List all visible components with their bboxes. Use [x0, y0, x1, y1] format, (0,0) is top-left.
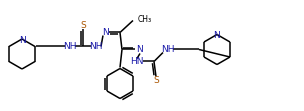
Text: CH₃: CH₃ [138, 15, 152, 24]
Text: NH: NH [89, 42, 103, 51]
Text: NH: NH [161, 45, 175, 54]
Text: N: N [19, 36, 25, 45]
Text: HN: HN [130, 57, 144, 66]
Text: N: N [136, 45, 143, 54]
Text: S: S [153, 76, 159, 85]
Text: N: N [103, 28, 109, 37]
Text: S: S [80, 21, 86, 30]
Text: N: N [214, 31, 220, 40]
Text: NH: NH [63, 42, 77, 51]
